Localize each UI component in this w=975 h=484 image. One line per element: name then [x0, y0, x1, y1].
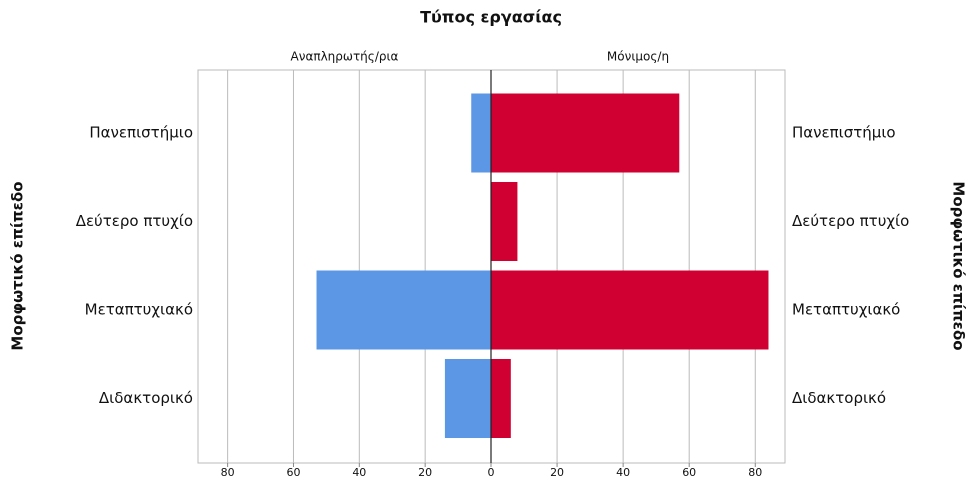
- bar: [491, 182, 518, 261]
- y-tick-label: Μεταπτυχιακό: [85, 301, 193, 319]
- bar: [444, 359, 491, 438]
- y-tick-label-right: Μεταπτυχιακό: [792, 301, 900, 319]
- series-label: Αναπληρωτής/ρια: [291, 50, 399, 64]
- y-tick-label-right: Διδακτορικό: [792, 389, 886, 407]
- y-tick-label: Δεύτερο πτυχίο: [76, 212, 193, 230]
- y-tick-label: Διδακτορικό: [99, 389, 193, 407]
- bar: [491, 359, 511, 438]
- x-tick-label: 40: [616, 466, 630, 479]
- x-tick-label: 80: [748, 466, 762, 479]
- series-label: Μόνιμος/η: [607, 50, 669, 64]
- x-tick-label: 60: [286, 466, 300, 479]
- bar: [471, 93, 491, 173]
- x-tick-label: 60: [682, 466, 696, 479]
- y-tick-label-right: Δεύτερο πτυχίο: [792, 212, 909, 230]
- y-tick-label-right: Πανεπιστήμιο: [792, 124, 896, 142]
- bar: [491, 93, 680, 173]
- bar: [316, 270, 491, 350]
- y-axis-title-right: Μορφωτικό επίπεδο: [950, 181, 968, 350]
- x-tick-label: 0: [488, 466, 495, 479]
- x-tick-label: 20: [550, 466, 564, 479]
- y-tick-label: Πανεπιστήμιο: [89, 124, 193, 142]
- chart-title: Τύπος εργασίας: [420, 8, 562, 27]
- x-tick-label: 40: [352, 466, 366, 479]
- x-tick-label: 80: [221, 466, 235, 479]
- bar: [491, 270, 769, 350]
- x-tick-label: 20: [418, 466, 432, 479]
- y-axis-title: Μορφωτικό επίπεδο: [9, 181, 27, 350]
